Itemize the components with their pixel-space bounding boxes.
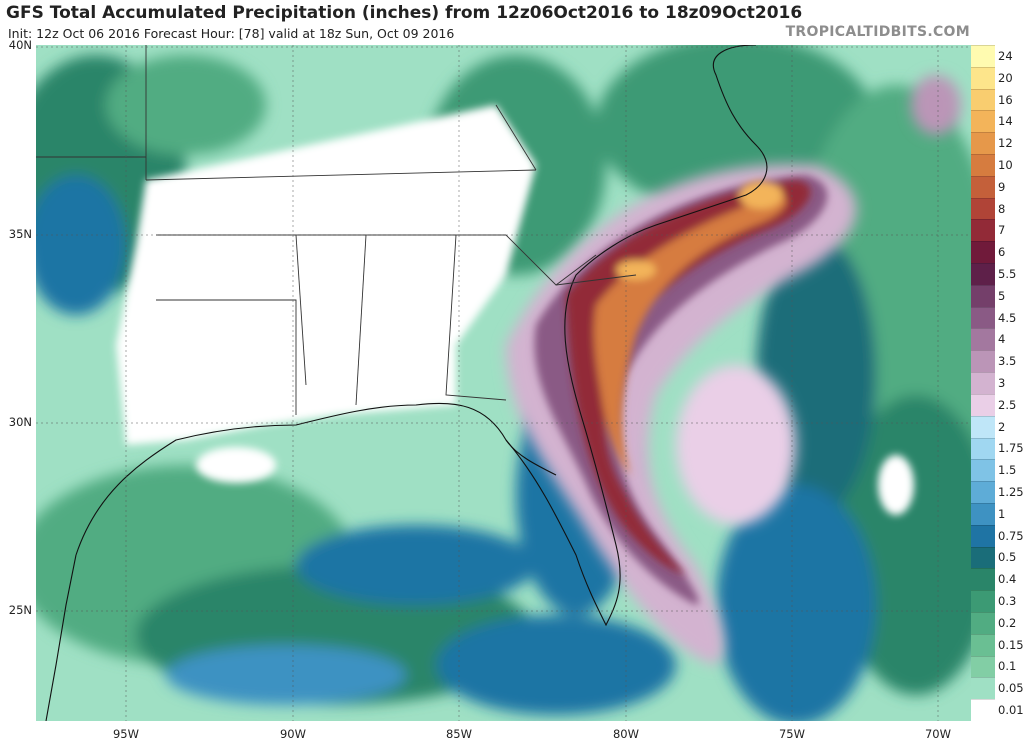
colorbar-swatch	[971, 328, 995, 352]
colorbar-label: 20	[998, 70, 1013, 85]
colorbar-label: 0.5	[998, 550, 1017, 565]
lat-label: 35N	[8, 227, 32, 241]
colorbar-swatch	[971, 699, 995, 722]
colorbar-swatch	[971, 45, 995, 68]
forecast-info: Init: 12z Oct 06 2016 Forecast Hour: [78…	[8, 26, 455, 41]
colorbar-swatch	[971, 393, 995, 417]
lat-label: 25N	[8, 603, 32, 617]
colorbar-label: 9	[998, 179, 1006, 194]
lat-label: 40N	[8, 38, 32, 52]
colorbar-swatch	[971, 459, 995, 483]
lat-label: 30N	[8, 415, 32, 429]
colorbar-label: 0.3	[998, 594, 1017, 609]
colorbar-swatch	[971, 350, 995, 374]
colorbar-label: 4	[998, 332, 1006, 347]
colorbar-swatch	[971, 66, 995, 90]
precipitation-map	[36, 45, 971, 721]
colorbar-label: 2.5	[998, 397, 1017, 412]
colorbar-swatch	[971, 568, 995, 592]
colorbar-swatch	[971, 546, 995, 570]
map-svg	[36, 45, 971, 721]
colorbar-label: 1.75	[998, 441, 1024, 456]
lon-label: 85W	[445, 727, 472, 741]
colorbar-swatch	[971, 263, 995, 286]
colorbar-swatch	[971, 481, 995, 504]
coastlines	[45, 45, 768, 721]
colorbar-swatch	[971, 284, 995, 308]
colorbar: 24 20 16 14 12 10 9 8 7 6 5.5 5 4.5 4 3.5 3 2.5 2 1.75 1.5 1…	[971, 45, 1024, 722]
colorbar-label: 6	[998, 245, 1006, 260]
lon-label: 75W	[778, 727, 805, 741]
colorbar-label: 0.15	[998, 637, 1024, 652]
lon-label: 70W	[924, 727, 951, 741]
colorbar-swatch	[971, 437, 995, 461]
colorbar-label: 8	[998, 201, 1006, 216]
colorbar-label: 0.01	[998, 703, 1024, 718]
graticule	[36, 45, 971, 721]
colorbar-label: 0.05	[998, 681, 1024, 696]
colorbar-label: 24	[998, 48, 1013, 63]
colorbar-label: 5.5	[998, 266, 1017, 281]
colorbar-label: 2	[998, 419, 1006, 434]
colorbar-label: 4.5	[998, 310, 1017, 325]
colorbar-label: 0.2	[998, 615, 1017, 630]
colorbar-label: 3.5	[998, 354, 1017, 369]
colorbar-swatch	[971, 590, 995, 613]
colorbar-swatch	[971, 110, 995, 134]
colorbar-swatch	[971, 154, 995, 177]
colorbar-label: 1.25	[998, 485, 1024, 500]
colorbar-label: 14	[998, 114, 1013, 129]
colorbar-swatch	[971, 524, 995, 548]
colorbar-swatch	[971, 502, 995, 526]
colorbar-swatch	[971, 241, 995, 265]
colorbar-label: 3	[998, 376, 1006, 390]
colorbar-label: 0.4	[998, 572, 1017, 587]
lon-label: 95W	[112, 727, 139, 741]
colorbar-swatch	[971, 611, 995, 635]
map-title: GFS Total Accumulated Precipitation (inc…	[6, 3, 803, 23]
colorbar-swatch	[971, 175, 995, 199]
lon-label: 80W	[612, 727, 639, 741]
colorbar-label: 0.1	[998, 659, 1017, 674]
brand-watermark: TROPICALTIDBITS.COM	[785, 24, 970, 40]
colorbar-label: 7	[998, 223, 1006, 238]
colorbar-swatch	[971, 88, 995, 112]
colorbar-swatch	[971, 132, 995, 156]
colorbar-swatch	[971, 655, 995, 679]
colorbar-label: 1.5	[998, 463, 1017, 478]
colorbar-swatch	[971, 633, 995, 657]
colorbar-swatch	[971, 306, 995, 330]
colorbar-label: 12	[998, 136, 1013, 151]
colorbar-swatch	[971, 677, 995, 701]
colorbar-label: 1	[998, 506, 1006, 521]
colorbar-label: 5	[998, 288, 1006, 303]
colorbar-label: 10	[998, 157, 1013, 172]
colorbar-swatch	[971, 372, 995, 395]
colorbar-swatch	[971, 415, 995, 439]
colorbar-swatch	[971, 197, 995, 221]
lon-label: 90W	[279, 727, 306, 741]
colorbar-label: 0.75	[998, 528, 1024, 543]
dry-region	[116, 105, 914, 515]
colorbar-label: 16	[998, 92, 1013, 107]
colorbar-swatch	[971, 219, 995, 243]
